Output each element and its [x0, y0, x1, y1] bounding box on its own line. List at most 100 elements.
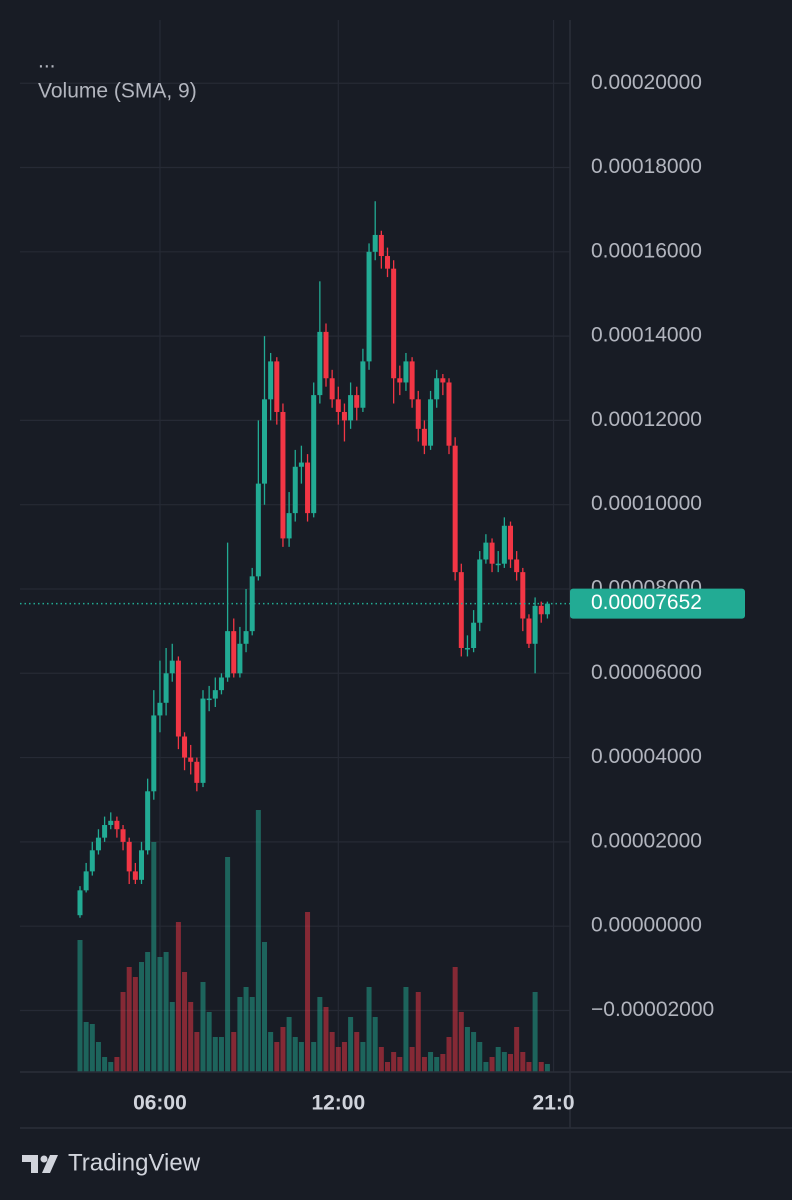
volume-bar — [89, 1024, 95, 1072]
candle-body — [108, 820, 114, 826]
candle-body — [514, 559, 520, 573]
candle-body — [372, 234, 378, 252]
y-tick-label: 0.00010000 — [591, 492, 702, 515]
volume-bar — [421, 1057, 427, 1072]
candle-body — [249, 576, 255, 632]
candle-body — [464, 647, 470, 650]
volume-bar — [477, 1042, 483, 1072]
y-tick-label: 0.00020000 — [591, 71, 702, 94]
volume-bar — [378, 1047, 384, 1072]
y-tick-label: 0.00004000 — [591, 745, 702, 768]
y-tick-label: 0.00018000 — [591, 155, 702, 178]
candle-body — [483, 542, 489, 560]
volume-bar — [225, 857, 231, 1072]
y-tick-label: −0.00002000 — [591, 998, 714, 1021]
volume-bar — [145, 952, 151, 1072]
candle-body — [415, 399, 421, 429]
volume-bar — [409, 1047, 415, 1072]
candle-body — [280, 411, 286, 539]
candle-body — [354, 395, 360, 408]
candle-body — [102, 825, 108, 838]
candle-body — [95, 837, 101, 851]
grid — [20, 20, 570, 1072]
volume-bar — [83, 1022, 89, 1072]
candle-body — [311, 395, 317, 514]
y-tick-label: 0.00006000 — [591, 661, 702, 684]
legend-dots: ... — [38, 50, 56, 73]
volume-bar — [458, 1012, 464, 1072]
volume-bar — [243, 987, 249, 1072]
candle-body — [409, 361, 415, 400]
volume-bar — [532, 992, 538, 1072]
candle-body — [471, 622, 477, 648]
volume-bar — [464, 1027, 470, 1072]
volume-bar — [526, 1062, 532, 1072]
candle-body — [126, 841, 132, 872]
volume-bar — [200, 982, 206, 1072]
volume-bar — [434, 1057, 440, 1072]
volume-bar — [391, 1052, 397, 1072]
candle-body — [495, 563, 501, 566]
candle-body — [378, 234, 384, 257]
brand-logo — [22, 1155, 58, 1173]
candle-body — [231, 631, 237, 674]
volume-bar — [95, 1042, 101, 1072]
volume-bar — [483, 1062, 489, 1072]
candle-body — [298, 462, 304, 467]
candle-body — [200, 698, 206, 783]
candle-body — [317, 331, 323, 396]
volume-bar — [249, 997, 255, 1072]
candle-body — [194, 761, 200, 783]
candle-body — [508, 525, 513, 560]
volume-bar — [360, 1042, 366, 1072]
candle-body — [538, 605, 544, 615]
volume-bar — [77, 940, 83, 1072]
volume-bar — [132, 977, 138, 1072]
candle-body — [477, 559, 483, 623]
candle-body — [544, 603, 550, 615]
candle-body — [212, 690, 218, 699]
candle-body — [163, 673, 169, 703]
volume-bar — [108, 1062, 114, 1072]
volume-bar — [218, 1037, 224, 1072]
volume-layer — [77, 810, 550, 1072]
volume-bar — [428, 1052, 434, 1072]
volume-bar — [114, 1057, 120, 1072]
volume-bar — [262, 942, 267, 1072]
candle-body — [501, 525, 507, 564]
candle-body — [403, 361, 409, 383]
candle-body — [366, 251, 372, 362]
volume-bar — [495, 1047, 501, 1072]
candle-body — [151, 715, 157, 792]
volume-bar — [255, 810, 261, 1072]
volume-bar — [452, 967, 458, 1072]
volume-bar — [372, 1017, 378, 1072]
candle-body — [292, 466, 298, 514]
volume-bar — [508, 1054, 513, 1072]
candle-body — [169, 660, 175, 674]
candle-body — [434, 378, 440, 400]
y-tick-label: 0.00000000 — [591, 914, 702, 937]
candle-body — [341, 411, 347, 421]
volume-bar — [298, 1042, 304, 1072]
volume-bar — [120, 992, 126, 1072]
y-tick-label: 0.00014000 — [591, 324, 702, 347]
volume-bar — [212, 1037, 218, 1072]
candle-body — [428, 399, 434, 446]
candle-body — [348, 395, 354, 421]
volume-bar — [175, 922, 181, 1072]
volume-bar — [538, 1062, 544, 1072]
volume-bar — [440, 1054, 446, 1072]
volume-bar — [268, 1032, 274, 1072]
volume-bar — [206, 1012, 212, 1072]
candle-body — [255, 483, 261, 577]
candle-body — [489, 542, 495, 564]
volume-bar — [397, 1057, 403, 1072]
volume-bar — [188, 1002, 194, 1072]
volume-bar — [501, 1052, 507, 1072]
candle-body — [305, 462, 311, 514]
candle-body — [335, 399, 341, 412]
candle-body — [237, 643, 243, 674]
volume-bar — [520, 1052, 526, 1072]
